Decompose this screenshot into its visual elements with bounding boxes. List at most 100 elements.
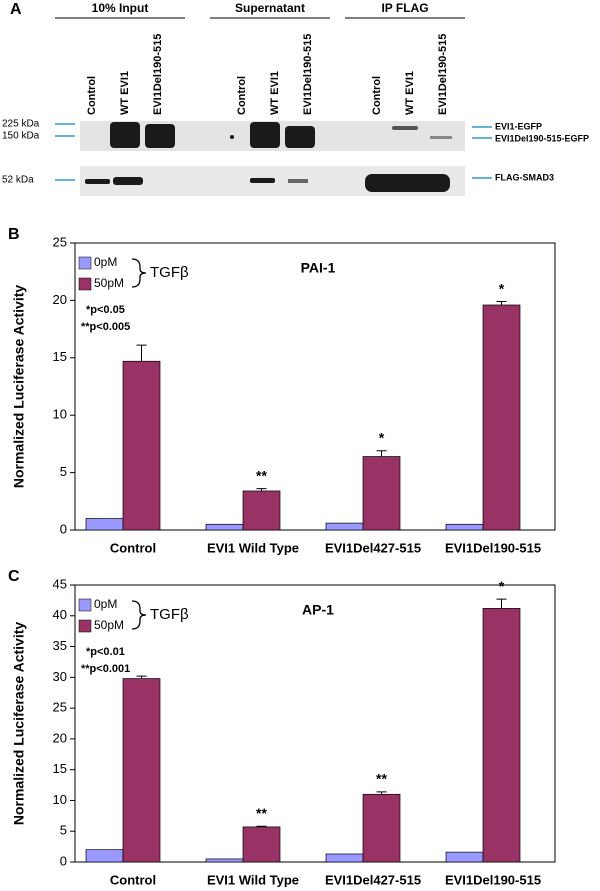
significance: * [499,578,505,594]
lane-label: WT EVI1 [119,71,131,115]
error-bar [136,675,147,679]
y-tick-label: 0 [60,521,67,536]
y-tick-label: 0 [60,853,67,868]
significance: ** [256,805,267,821]
y-tick-label: 15 [53,349,67,364]
y-tick-label: 5 [60,823,67,838]
bar [482,304,521,531]
significance: ** [376,771,387,787]
band-label: FLAG-SMAD3 [495,172,554,182]
y-tick-label: 5 [60,464,67,479]
legend-label: 0pM [94,597,117,611]
bar [445,851,484,863]
y-tick-label: 40 [53,607,67,622]
error-bar [256,825,267,827]
chart-title: PAI-1 [301,260,336,276]
legend-swatch [78,256,92,270]
x-tick-label: EVI1Del427-515 [325,872,421,887]
group-label: 10% Input [92,1,149,15]
x-tick-label: EVI1Del427-515 [325,540,421,555]
chart-title: AP-1 [302,602,334,618]
bar [325,522,364,531]
error-bar [256,488,267,491]
group-label: IP FLAG [381,1,428,15]
legend-label: 0pM [94,255,117,269]
marker-label: 225 kDa [2,119,40,130]
lane-label: EVI1Del190-515 [302,34,314,115]
significance: * [379,429,385,445]
annotation: **p<0.001 [81,663,130,675]
x-tick-label: Control [110,872,156,887]
bar [205,858,244,863]
legend-group: TGFβ [150,606,189,623]
legend-brace [131,258,147,288]
y-tick-label: 10 [53,792,67,807]
bar [242,826,281,863]
legend-group: TGFβ [150,264,189,281]
annotation: *p<0.01 [86,646,125,658]
bar [325,853,364,863]
plot-frame [74,584,556,863]
lane-label: Control [371,76,383,115]
lane-label: Control [86,76,98,115]
y-tick-label: 25 [53,234,67,249]
legend-brace [131,600,147,630]
y-tick-label: 35 [53,638,67,653]
bar [445,523,484,531]
bar [362,456,401,531]
y-tick-label: 15 [53,761,67,776]
lane-label: EVI1Del190-515 [152,34,164,115]
plot-frame [74,242,556,531]
panel-letter: C [8,568,20,585]
error-bar [376,450,387,457]
legend-swatch [78,277,92,291]
bar [85,849,124,863]
x-tick-label: EVI1Del190-515 [445,872,541,887]
error-bar [496,301,507,305]
lane-label: WT EVI1 [404,71,416,115]
bar [482,608,521,863]
panel-letter: B [8,226,20,243]
y-tick-label: 30 [53,669,67,684]
significance: ** [256,467,267,483]
bar [242,490,281,531]
error-bar [496,598,507,609]
legend-label: 50pM [94,618,124,632]
bar [362,793,401,863]
annotation: **p<0.005 [81,321,130,333]
bar [85,518,124,531]
y-tick-label: 20 [53,730,67,745]
y-axis-label: Normalized Luciferase Activity [11,285,27,489]
legend-swatch [78,598,92,612]
panel-letter: A [10,1,22,18]
significance: * [499,280,505,296]
lane-label: Control [236,76,248,115]
marker-label: 52 kDa [2,175,34,186]
y-axis-label: Normalized Luciferase Activity [11,622,27,826]
bar [122,360,161,531]
error-bar [376,791,387,795]
y-tick-label: 20 [53,292,67,307]
bar [205,523,244,531]
error-bar [136,344,147,362]
x-tick-label: EVI1 Wild Type [207,872,299,887]
x-tick-label: Control [110,540,156,555]
marker-ticks [55,123,492,181]
lane-label: EVI1Del190-515 [437,34,449,115]
blot-bands [85,122,452,192]
y-tick-label: 10 [53,407,67,422]
y-tick-label: 45 [53,576,67,591]
legend-swatch [78,619,92,633]
annotation: *p<0.05 [86,304,125,316]
band-label: EVI1Del190-515-EGFP [495,133,589,143]
band-label: EVI1-EGFP [495,121,542,131]
bar [122,678,161,863]
y-tick-label: 25 [53,700,67,715]
x-tick-label: EVI1Del190-515 [445,540,541,555]
x-tick-label: EVI1 Wild Type [207,540,299,555]
marker-label: 150 kDa [2,131,40,142]
group-label: Supernatant [235,1,305,15]
legend-label: 50pM [94,276,124,290]
lane-label: WT EVI1 [269,71,281,115]
